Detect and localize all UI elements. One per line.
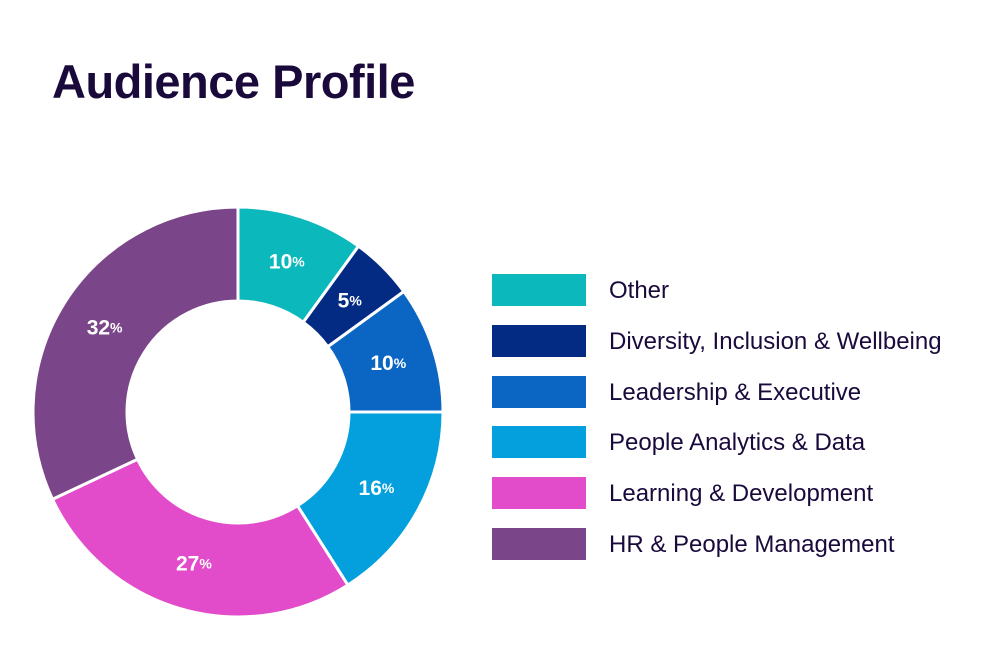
slice-value-label: 10% — [269, 250, 305, 273]
legend-item: Other — [492, 274, 992, 325]
slice-value-label: 10% — [370, 352, 406, 375]
legend-label: Learning & Development — [609, 480, 874, 508]
legend-item: HR & People Management — [492, 527, 992, 579]
legend-label: Leadership & Executive — [609, 378, 862, 406]
donut-chart: 10% 5% 10% 16% 27% 32% — [31, 205, 445, 619]
legend-swatch — [492, 274, 586, 306]
slice-6 — [31, 205, 240, 501]
legend-swatch — [492, 324, 586, 357]
legend-label: People Analytics & Data — [609, 429, 866, 457]
legend-label: Other — [609, 277, 670, 304]
legend-swatch — [492, 527, 586, 560]
legend-swatch — [492, 477, 586, 510]
legend-item: People Analytics & Data — [492, 426, 992, 477]
slice-value-label: 27% — [176, 552, 212, 575]
legend-item: Diversity, Inclusion & Wellbeing — [492, 324, 992, 376]
slice-5 — [51, 457, 350, 619]
legend-swatch — [492, 375, 586, 408]
slice-value-label: 16% — [359, 477, 395, 500]
slice-4 — [295, 410, 445, 587]
slice-value-label: 5% — [338, 289, 363, 312]
legend-item: Learning & Development — [492, 477, 992, 528]
legend-label: HR & People Management — [609, 530, 895, 558]
chart-title: Audience Profile — [52, 55, 415, 108]
chart-legend: Other Diversity, Inclusion & Wellbeing Lea… — [492, 274, 992, 579]
legend-item: Leadership & Executive — [492, 375, 992, 427]
slice-value-label: 32% — [87, 316, 123, 339]
legend-swatch — [492, 426, 586, 459]
legend-label: Diversity, Inclusion & Wellbeing — [609, 327, 942, 355]
